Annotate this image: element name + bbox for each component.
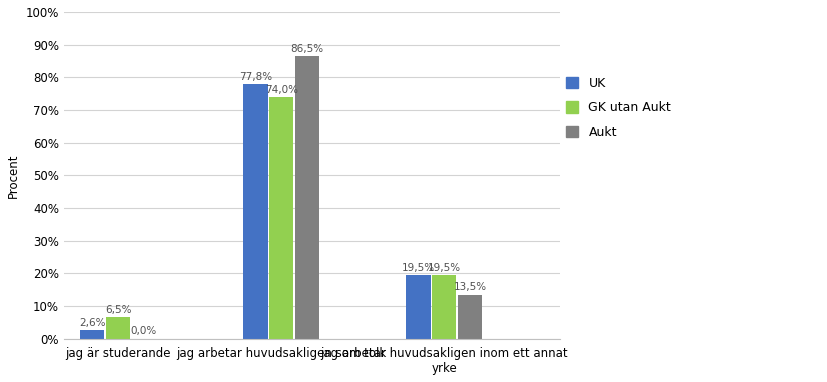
- Legend: UK, GK utan Aukt, Aukt: UK, GK utan Aukt, Aukt: [566, 77, 672, 139]
- Text: 77,8%: 77,8%: [239, 72, 272, 82]
- Bar: [458, 295, 482, 339]
- Bar: [269, 97, 294, 339]
- Bar: [106, 317, 131, 339]
- Text: 2,6%: 2,6%: [79, 318, 106, 328]
- Y-axis label: Procent: Procent: [7, 153, 20, 197]
- Bar: [432, 275, 457, 339]
- Text: 6,5%: 6,5%: [105, 305, 131, 315]
- Bar: [406, 275, 431, 339]
- Bar: [243, 84, 268, 339]
- Text: 86,5%: 86,5%: [290, 44, 323, 54]
- Text: 19,5%: 19,5%: [428, 263, 461, 273]
- Text: 13,5%: 13,5%: [453, 282, 486, 292]
- Text: 0,0%: 0,0%: [131, 327, 157, 337]
- Text: 74,0%: 74,0%: [265, 85, 298, 95]
- Text: 19,5%: 19,5%: [402, 263, 435, 273]
- Bar: [294, 56, 319, 339]
- Bar: [80, 330, 104, 339]
